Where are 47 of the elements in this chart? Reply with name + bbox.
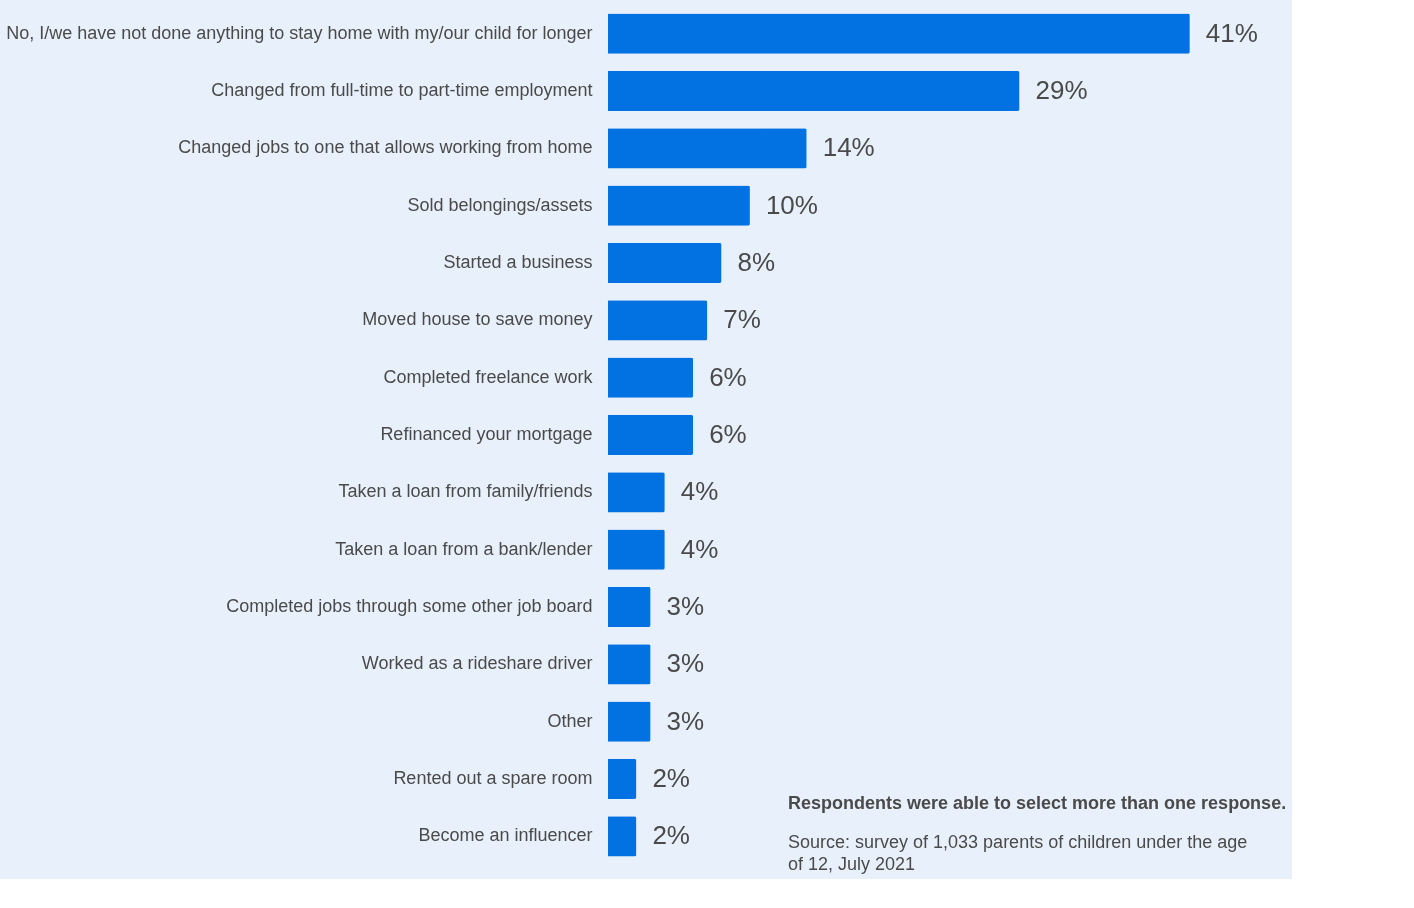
bar xyxy=(608,128,807,169)
bar xyxy=(608,758,637,800)
y-tick-label: Completed freelance work xyxy=(383,366,594,387)
y-tick-label: Taken a loan from a bank/lender xyxy=(335,538,593,559)
data-label: 6% xyxy=(709,419,747,449)
data-label: 4% xyxy=(680,533,719,564)
data-label: 2% xyxy=(652,763,690,793)
data-label: 2% xyxy=(652,820,690,851)
bar xyxy=(608,70,1020,112)
y-tick-label: Become an influencer xyxy=(418,825,593,846)
y-tick-label: Worked as a rideshare driver xyxy=(361,653,593,674)
data-label: 3% xyxy=(666,648,705,679)
data-label: 8% xyxy=(737,247,776,277)
bar xyxy=(608,529,665,570)
bar xyxy=(608,185,750,226)
data-label: 10% xyxy=(765,189,818,220)
y-tick-label: Rented out a spare room xyxy=(393,768,593,788)
data-label: 41% xyxy=(1205,17,1258,48)
y-tick-label: Refinanced your mortgage xyxy=(380,424,593,444)
y-tick-label: No, I/we have not done anything to stay home with my/our child for longer xyxy=(6,22,593,43)
data-label: 7% xyxy=(723,304,761,335)
bar xyxy=(608,242,722,284)
y-tick-label: Changed jobs to one that allows working from home xyxy=(178,137,593,158)
y-tick-label: Taken a loan from family/friends xyxy=(338,481,593,502)
data-label: 4% xyxy=(680,476,719,507)
data-label: 6% xyxy=(709,361,747,392)
bar xyxy=(608,300,708,341)
bar xyxy=(608,644,651,685)
bar xyxy=(608,701,651,742)
data-label: 3% xyxy=(666,591,705,621)
y-tick-label: Other xyxy=(547,710,593,731)
data-label: 14% xyxy=(822,132,875,163)
data-label: 29% xyxy=(1035,75,1088,105)
bar xyxy=(608,586,651,628)
bar xyxy=(608,414,694,456)
bar xyxy=(608,13,1190,54)
data-label: 3% xyxy=(666,705,705,736)
annotation: Respondents were able to select more than one response. xyxy=(788,793,1287,813)
y-tick-label: Moved house to save money xyxy=(362,309,593,330)
annotation: Source: survey of 1,033 parents of children under the age of 12, July 2021 xyxy=(788,832,1248,874)
bar xyxy=(608,357,694,398)
y-tick-label: Sold belongings/assets xyxy=(407,194,593,215)
y-tick-label: Changed from full-time to part-time employment xyxy=(211,80,593,100)
bar xyxy=(608,816,637,857)
y-tick-label: Started a business xyxy=(443,252,593,272)
y-tick-label: Completed jobs through some other job board xyxy=(226,596,593,616)
bar xyxy=(608,472,665,513)
